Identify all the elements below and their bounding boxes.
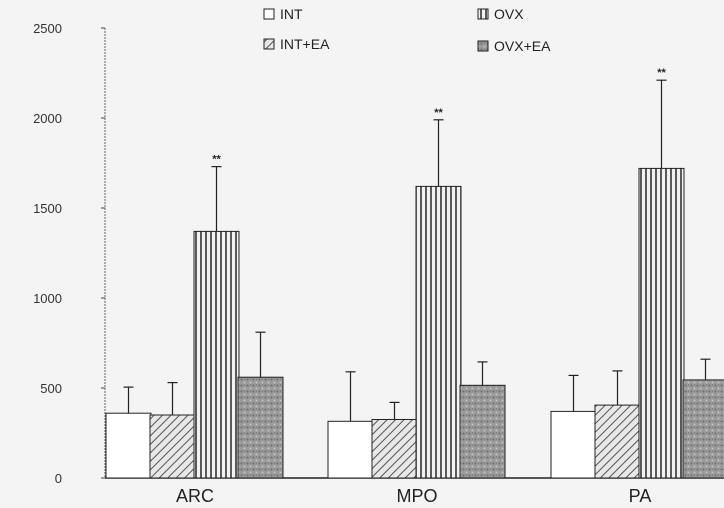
significance-marker: ** xyxy=(657,67,666,79)
significance-marker: ** xyxy=(434,107,443,119)
bar-arc-ovx-ea xyxy=(237,376,284,479)
legend-swatch-int-ea xyxy=(263,38,275,50)
bar-arc-ovx xyxy=(193,230,240,479)
x-category-label: ARC xyxy=(176,486,214,506)
significance-marker: ** xyxy=(212,154,221,166)
legend-swatch-ovx xyxy=(477,8,489,20)
legend-swatch-int xyxy=(263,8,275,20)
y-tick-label: 1500 xyxy=(33,201,62,216)
legend-label: INT+EA xyxy=(280,36,330,52)
y-tick-label: 0 xyxy=(55,471,62,486)
bar-mpo-int-ea xyxy=(371,419,418,479)
bar-pa-ovx xyxy=(638,167,685,479)
bar-pa-int xyxy=(550,410,597,479)
x-category-label: PA xyxy=(629,486,652,506)
y-tick-label: 2000 xyxy=(33,111,62,126)
x-category-label: MPO xyxy=(396,486,437,506)
y-tick-label: 2500 xyxy=(33,21,62,36)
bar-pa-int-ea xyxy=(594,404,641,479)
legend-swatch-ovx-ea xyxy=(477,40,489,52)
bar-mpo-ovx-ea xyxy=(459,384,506,479)
bar-arc-int xyxy=(105,412,152,479)
bar-mpo-int xyxy=(327,420,374,479)
legend-label: OVX+EA xyxy=(494,38,551,54)
legend-label: INT xyxy=(280,6,303,22)
bar-arc-int-ea xyxy=(149,414,196,479)
y-tick-label: 1000 xyxy=(33,291,62,306)
bars-group: ** ** ** xyxy=(105,67,724,479)
legend: INT INT+EA OVX OVX+EA xyxy=(263,6,551,54)
legend-label: OVX xyxy=(494,6,524,22)
bar-mpo-ovx xyxy=(415,185,462,479)
y-tick-label: 500 xyxy=(40,381,62,396)
bar-pa-ovx-ea xyxy=(682,379,724,479)
